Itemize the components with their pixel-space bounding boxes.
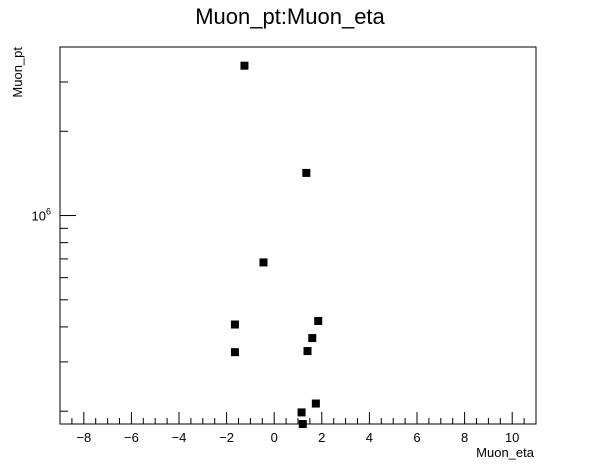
data-points bbox=[230, 61, 323, 428]
y-tick-label: 106 bbox=[32, 207, 51, 224]
data-point bbox=[302, 168, 311, 177]
x-tick-label: 6 bbox=[413, 430, 420, 445]
data-point bbox=[298, 420, 307, 428]
data-point bbox=[314, 316, 323, 325]
x-tick-label: 8 bbox=[461, 430, 468, 445]
data-point bbox=[308, 334, 317, 343]
data-point bbox=[230, 320, 239, 329]
data-point bbox=[303, 347, 312, 356]
data-point bbox=[311, 399, 320, 408]
x-tick-label: 0 bbox=[271, 430, 278, 445]
x-tick-label: −4 bbox=[172, 430, 187, 445]
data-point bbox=[230, 348, 239, 357]
x-tick-label: 4 bbox=[366, 430, 373, 445]
x-tick-label: −8 bbox=[76, 430, 91, 445]
y-axis: 106 bbox=[32, 81, 76, 412]
x-tick-label: −2 bbox=[219, 430, 234, 445]
x-tick-label: −6 bbox=[124, 430, 139, 445]
x-axis: −8 −6 −4 −2 0 2 4 6 8 10 bbox=[59, 412, 537, 445]
chart-title: Muon_pt:Muon_eta bbox=[195, 4, 385, 29]
data-point bbox=[259, 258, 268, 267]
x-axis-label: Muon_eta bbox=[476, 445, 535, 460]
x-tick-label: 2 bbox=[318, 430, 325, 445]
x-tick-label: 10 bbox=[505, 430, 519, 445]
data-point bbox=[240, 61, 249, 70]
data-point bbox=[297, 408, 306, 417]
y-axis-label: Muon_pt bbox=[10, 47, 25, 98]
